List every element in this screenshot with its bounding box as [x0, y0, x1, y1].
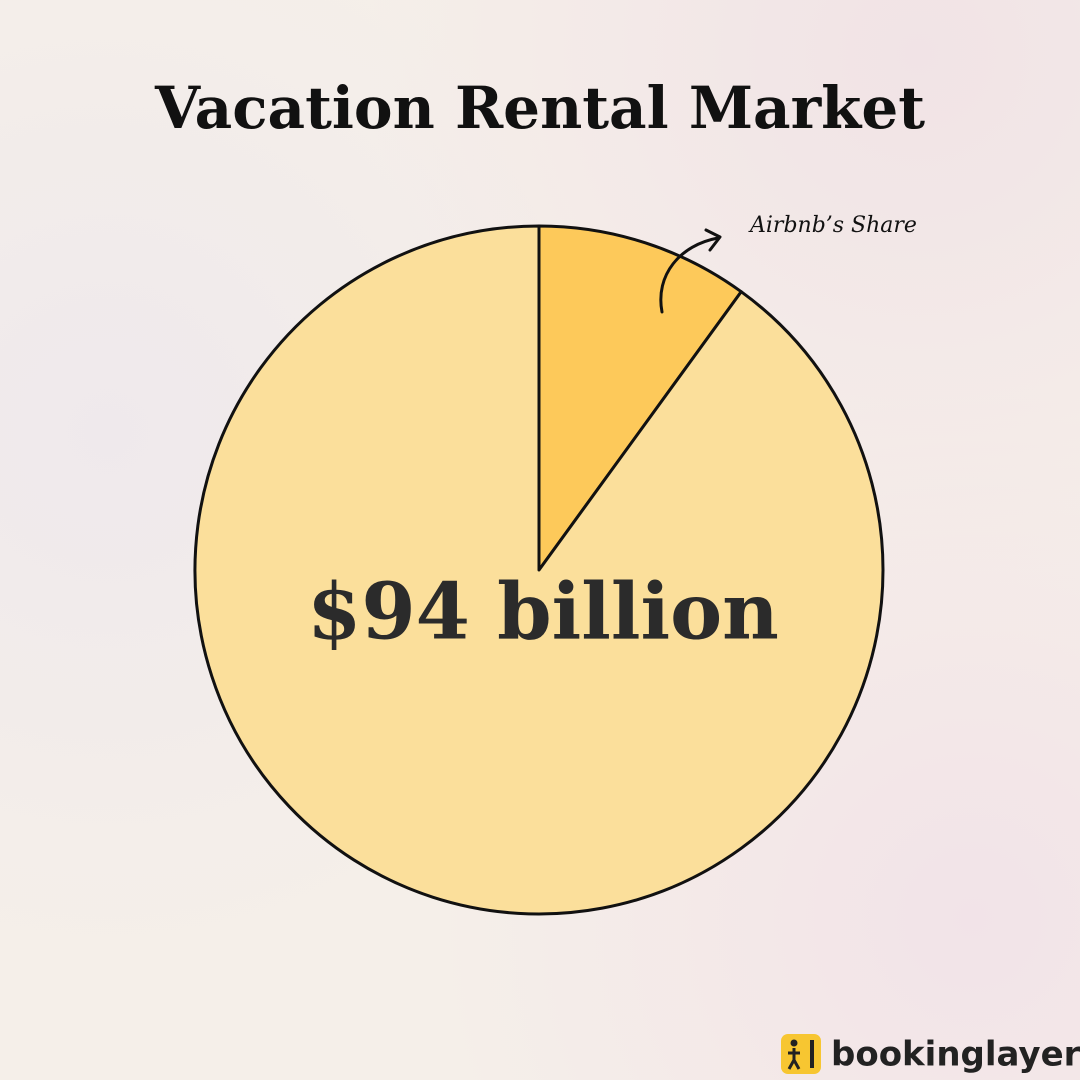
pie	[193, 224, 885, 916]
pie-slice	[193, 224, 885, 916]
center-annotation: $94 billion	[307, 567, 779, 658]
slice-label: Airbnb’s Share	[748, 213, 917, 238]
arrow-head	[704, 228, 722, 252]
brand-name: bookinglayer	[831, 1035, 1080, 1075]
chart-title: Vacation Rental Market	[154, 74, 925, 142]
logo-icon-figure	[787, 1048, 801, 1070]
brand-logo	[781, 1034, 821, 1074]
pie-slice	[537, 224, 743, 572]
logo-icon-head	[790, 1039, 798, 1047]
logo-icon	[781, 1034, 821, 1074]
arrow	[659, 236, 720, 314]
